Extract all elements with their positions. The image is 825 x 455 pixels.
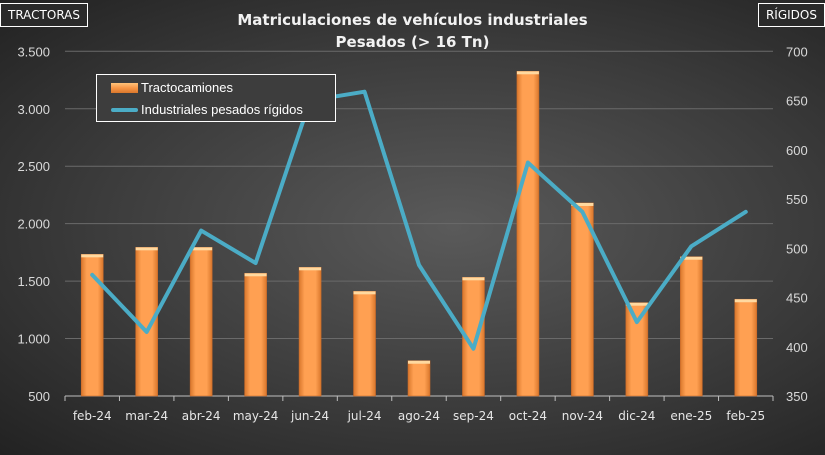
x-tick-label: ene-25 xyxy=(670,409,712,423)
right-axis-label: RÍGIDOS xyxy=(757,3,825,27)
left-axis-label: TRACTORAS xyxy=(0,3,89,27)
y-right-tick-label: 600 xyxy=(786,143,808,158)
legend-swatch-bar xyxy=(111,82,138,93)
y-right-tick-label: 700 xyxy=(786,44,808,59)
x-tick-label: abr-24 xyxy=(182,409,221,423)
bar-highlight xyxy=(516,71,539,75)
y-left-tick-label: 2.000 xyxy=(17,217,50,232)
bar xyxy=(353,291,376,397)
x-tick-label: mar-24 xyxy=(125,409,168,423)
x-tick-label: feb-25 xyxy=(726,409,765,423)
bar xyxy=(298,267,322,397)
x-tick-label: may-24 xyxy=(233,409,279,423)
y-right-tick-label: 350 xyxy=(786,389,808,404)
bar xyxy=(407,360,431,397)
bar-highlight xyxy=(135,247,158,251)
bar xyxy=(680,256,703,397)
y-left-tick-label: 1.500 xyxy=(17,274,50,289)
bar-highlight xyxy=(190,247,213,251)
y-left-tick-label: 2.500 xyxy=(17,159,50,174)
bar-highlight xyxy=(299,267,322,271)
x-tick-label: jun-24 xyxy=(290,409,329,423)
bar xyxy=(189,247,213,397)
y-right-tick-label: 400 xyxy=(786,340,808,355)
bar-highlight xyxy=(680,256,703,260)
bar-highlight xyxy=(353,291,376,295)
legend: Tractocamiones Industriales pesados rígi… xyxy=(96,74,336,122)
chart-title-block: Matriculaciones de vehículos industriale… xyxy=(0,9,825,53)
y-right-tick-label: 500 xyxy=(786,241,808,256)
legend-item-line: Industriales pesados rígidos xyxy=(111,102,303,117)
bar-highlight xyxy=(244,273,267,277)
legend-item-bar: Tractocamiones xyxy=(111,80,233,95)
x-tick-label: sep-24 xyxy=(453,409,494,423)
x-tick-label: nov-24 xyxy=(562,409,603,423)
bar-highlight xyxy=(408,360,430,364)
x-tick-label: dic-24 xyxy=(618,409,655,423)
chart-subtitle: Pesados (> 16 Tn) xyxy=(335,33,490,51)
y-right-tick-label: 450 xyxy=(786,291,808,306)
y-right-tick-label: 550 xyxy=(786,192,808,207)
bar-highlight xyxy=(734,299,757,303)
bar-highlight xyxy=(625,302,648,306)
y-left-tick-label: 3.000 xyxy=(17,102,50,117)
y-right-tick-label: 650 xyxy=(786,94,808,109)
legend-label: Tractocamiones xyxy=(141,80,233,95)
y-left-tick-label: 500 xyxy=(28,389,50,404)
y-left-tick-label: 1.000 xyxy=(17,332,50,347)
bar-highlight xyxy=(462,277,485,281)
bar xyxy=(244,272,267,397)
bar-highlight xyxy=(571,202,594,206)
bar xyxy=(516,70,540,397)
bar-highlight xyxy=(81,254,104,258)
y-left-tick-label: 3.500 xyxy=(17,44,50,59)
x-tick-label: oct-24 xyxy=(509,409,547,423)
x-tick-label: jul-24 xyxy=(347,409,382,423)
bar xyxy=(625,302,649,397)
legend-swatch-line xyxy=(111,107,138,112)
chart-title: Matriculaciones de vehículos industriale… xyxy=(237,11,588,29)
bar xyxy=(734,298,758,397)
x-tick-label: feb-24 xyxy=(73,409,112,423)
x-tick-label: ago-24 xyxy=(398,409,440,423)
legend-label: Industriales pesados rígidos xyxy=(141,102,303,117)
